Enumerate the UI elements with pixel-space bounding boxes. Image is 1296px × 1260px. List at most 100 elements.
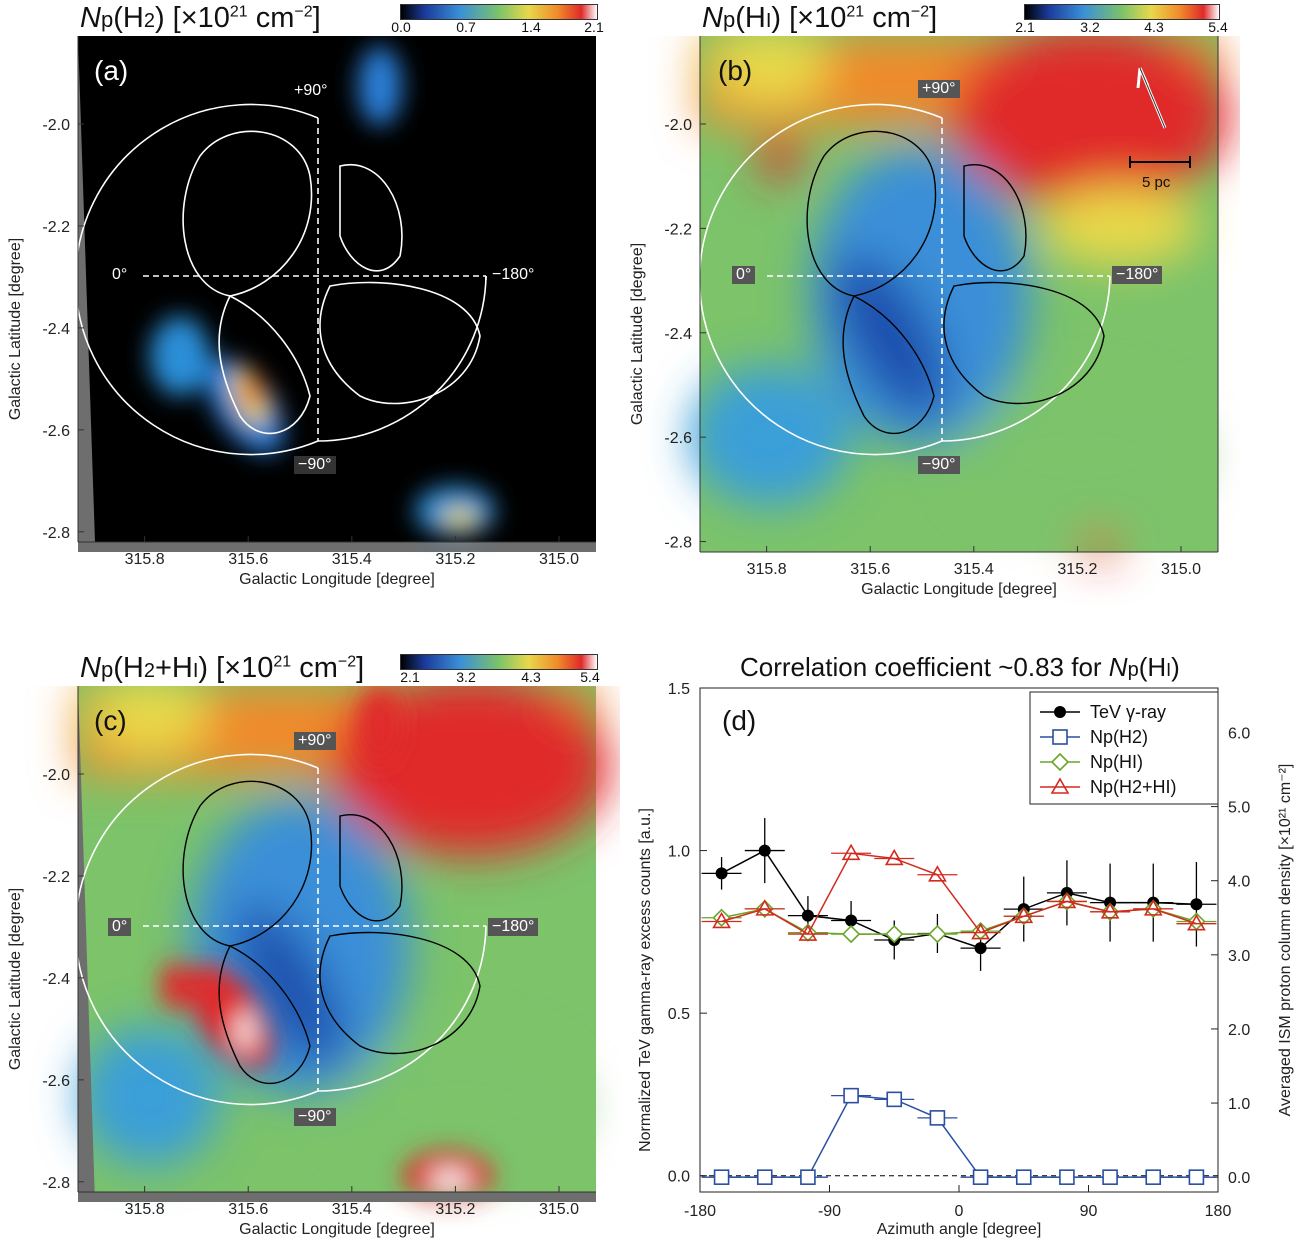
colorbar-a-tick: 1.4 bbox=[521, 19, 541, 35]
panel-b-map bbox=[690, 36, 1230, 558]
colorbar-b-tick: 4.3 bbox=[1144, 19, 1164, 35]
panel-c-map bbox=[74, 686, 610, 1202]
colorbar-a bbox=[400, 4, 598, 20]
x-tick-label: 180 bbox=[1205, 1203, 1232, 1220]
legend-label: Np(HI) bbox=[1090, 752, 1143, 772]
data-point bbox=[974, 942, 987, 955]
data-point bbox=[972, 1169, 989, 1185]
data-point bbox=[885, 924, 904, 944]
data-point bbox=[971, 922, 990, 940]
colorbar-b-tick: 3.2 bbox=[1080, 19, 1100, 35]
y-tick-label: 1.0 bbox=[668, 844, 690, 861]
angle-label: +90° bbox=[294, 732, 336, 750]
y2-tick-label: 0.0 bbox=[1228, 1170, 1250, 1187]
colorbar-b bbox=[1024, 4, 1220, 20]
y2-tick-label: 3.0 bbox=[1228, 948, 1250, 965]
data-point bbox=[755, 899, 775, 916]
data-point bbox=[1187, 914, 1206, 931]
y-tick-label: 1.5 bbox=[668, 681, 690, 698]
angle-label: −180° bbox=[492, 266, 535, 283]
colorbar-c-tick: 2.1 bbox=[400, 669, 420, 685]
y2-tick-label: 1.0 bbox=[1228, 1096, 1250, 1113]
data-point bbox=[1059, 1169, 1075, 1185]
panel-c-title: Np(H2+HI) [×1021 cm−2] bbox=[80, 652, 365, 684]
panel-a-title: Np(H2) [×1021 cm−2] bbox=[80, 2, 321, 34]
y2-tick-label: 6.0 bbox=[1228, 725, 1250, 742]
x-tick-label: 0 bbox=[955, 1203, 964, 1220]
panel-b-title: Np(HI) [×1021 cm−2] bbox=[702, 2, 938, 34]
x-tick-label: -180 bbox=[684, 1203, 716, 1220]
legend-marker bbox=[1050, 752, 1070, 772]
panel-d-letter: (d) bbox=[722, 705, 756, 736]
data-point bbox=[1143, 899, 1163, 916]
data-point bbox=[928, 924, 947, 944]
data-point bbox=[1100, 902, 1120, 919]
data-point bbox=[928, 865, 947, 882]
data-point bbox=[1102, 1169, 1118, 1185]
data-point bbox=[841, 924, 861, 944]
data-point bbox=[884, 848, 904, 866]
colorbar-a-tick: 0.0 bbox=[391, 19, 411, 35]
angle-label: +90° bbox=[294, 82, 328, 99]
legend-label: Np(H2+HI) bbox=[1090, 777, 1177, 797]
data-point bbox=[713, 1169, 730, 1185]
panel-d-title: Correlation coefficient ~0.83 for Np(HI) bbox=[740, 652, 1180, 682]
colorbar-c-tick: 5.4 bbox=[580, 669, 600, 685]
colorbar-b-tick: 2.1 bbox=[1015, 19, 1035, 35]
data-point bbox=[1014, 906, 1034, 924]
y2-tick-label: 2.0 bbox=[1228, 1022, 1250, 1039]
angle-label: −180° bbox=[1112, 266, 1163, 284]
colorbar-c bbox=[400, 654, 598, 670]
angle-label: −90° bbox=[294, 1108, 336, 1126]
data-point bbox=[756, 1169, 773, 1185]
series-line bbox=[721, 900, 1197, 935]
scale-bar-label: 5 pc bbox=[1142, 174, 1171, 191]
data-point bbox=[841, 843, 861, 861]
panel-b-letter: (b) bbox=[718, 55, 753, 86]
data-point bbox=[929, 1110, 946, 1126]
angle-label: +90° bbox=[918, 80, 960, 98]
colorbar-c-tick: 4.3 bbox=[521, 669, 541, 685]
y2-axis-label: Averaged ISM proton column density [×10²… bbox=[1277, 764, 1294, 1117]
x-tick-label: 90 bbox=[1080, 1203, 1098, 1220]
panel-a-map bbox=[74, 36, 596, 552]
data-point bbox=[1015, 1169, 1032, 1185]
angle-label: 0° bbox=[732, 266, 756, 284]
x-axis-label: Azimuth angle [degree] bbox=[877, 1221, 1042, 1238]
data-point bbox=[715, 867, 728, 880]
angle-label: 0° bbox=[108, 918, 132, 936]
data-point bbox=[712, 911, 731, 929]
angle-label: 0° bbox=[112, 266, 128, 283]
y-tick-label: 0.5 bbox=[668, 1006, 690, 1023]
data-point bbox=[798, 924, 818, 941]
data-point bbox=[843, 1087, 859, 1104]
data-point bbox=[800, 1169, 816, 1185]
colorbar-c-tick: 3.2 bbox=[456, 669, 476, 685]
panel-c-letter: (c) bbox=[94, 705, 127, 736]
y2-tick-label: 4.0 bbox=[1228, 874, 1250, 891]
data-point bbox=[1190, 898, 1203, 911]
legend-label: Np(H2) bbox=[1090, 727, 1148, 747]
legend-marker bbox=[1050, 777, 1070, 794]
data-point bbox=[801, 909, 814, 922]
series-line bbox=[721, 1094, 1197, 1178]
data-point bbox=[1057, 891, 1077, 909]
angle-label: −90° bbox=[294, 456, 336, 474]
legend-marker bbox=[1054, 706, 1066, 718]
data-point bbox=[758, 844, 771, 857]
angle-label: −90° bbox=[918, 456, 960, 474]
angle-label: −180° bbox=[488, 918, 539, 936]
data-point bbox=[1145, 1169, 1162, 1185]
data-point bbox=[886, 1091, 903, 1108]
colorbar-b-tick: 5.4 bbox=[1208, 19, 1228, 35]
data-point bbox=[1188, 1169, 1205, 1185]
x-tick-label: -90 bbox=[818, 1203, 841, 1220]
panel-a-letter: (a) bbox=[94, 55, 129, 86]
colorbar-a-tick: 2.1 bbox=[584, 19, 604, 35]
colorbar-a-tick: 0.7 bbox=[456, 19, 476, 35]
y-tick-label: 0.0 bbox=[668, 1169, 690, 1186]
legend-label: TeV γ-ray bbox=[1090, 702, 1166, 722]
y-axis-label: Normalized TeV gamma-ray excess counts [… bbox=[637, 808, 654, 1152]
y2-tick-label: 5.0 bbox=[1228, 800, 1250, 817]
